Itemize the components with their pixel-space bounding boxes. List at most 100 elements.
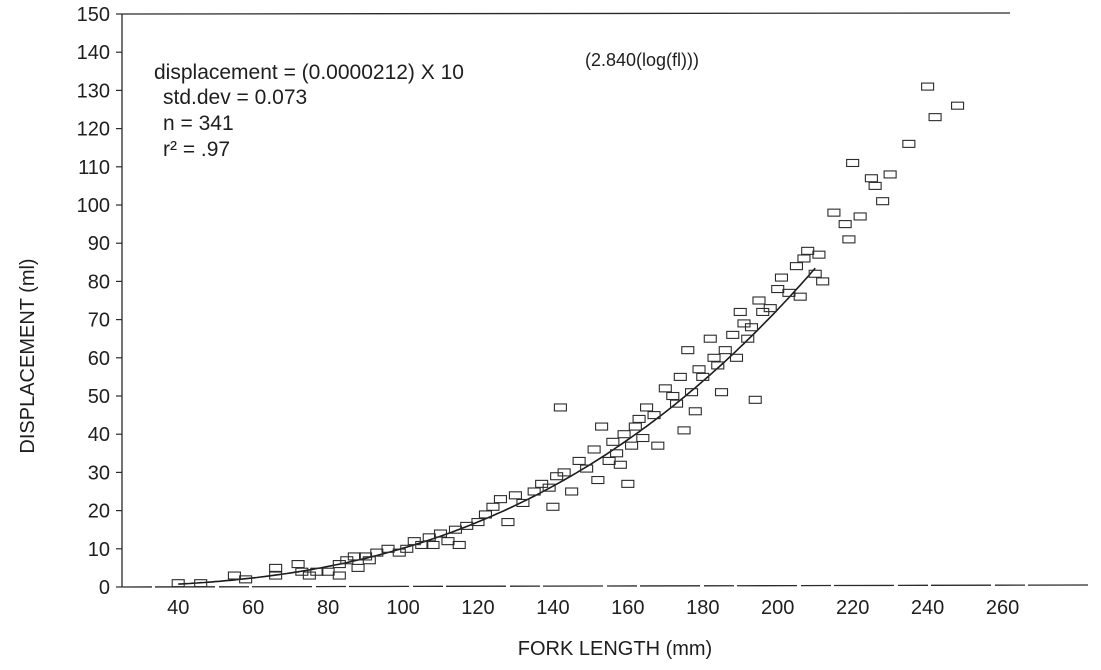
x-tick-label: 260 [986,597,1019,619]
data-point [628,422,642,431]
data-point [853,212,867,221]
data-point [400,544,414,553]
data-point [868,181,882,190]
x-tick-label: 40 [167,597,189,619]
data-point [726,330,740,339]
x-tick-label: 220 [836,597,869,619]
data-point [452,540,466,550]
std-dev-annotation: std.dev = 0.073 [163,86,307,109]
y-tick-label: 110 [78,157,110,179]
data-point [647,411,661,420]
y-tick-label: 140 [77,42,110,64]
y-tick-label: 90 [88,233,110,255]
y-tick-label: 50 [88,386,110,408]
data-point [565,487,579,496]
data-point [171,579,185,588]
r-squared-annotation: r² = .97 [163,138,230,161]
data-point [269,563,283,572]
data-point [239,575,253,584]
data-point [291,560,305,569]
data-point [610,449,624,458]
x-tick-label: 240 [911,597,944,619]
regression-curve [178,267,816,585]
data-point [636,433,650,443]
equation-exponent: (2.840(log(fl))) [585,50,699,70]
data-point [625,441,639,450]
data-point [542,483,556,492]
y-tick-label: 70 [88,310,110,332]
data-point [696,372,710,381]
data-point [741,334,755,343]
data-point [744,323,759,332]
y-tick-label: 0 [99,577,110,599]
data-point [362,556,376,565]
data-point [478,510,493,519]
data-point [433,529,448,538]
data-point [516,498,530,508]
y-tick-label: 80 [88,271,110,293]
data-point [692,365,706,374]
data-point [269,571,283,580]
x-tick-label: 60 [242,597,264,619]
equation-main: displacement = (0.0000212) X 10 [154,61,464,84]
y-tick-label: 130 [77,80,110,102]
data-point [774,273,789,282]
data-point [827,208,841,217]
data-point [441,537,455,546]
data-point [527,487,541,496]
data-point [591,475,605,485]
data-point [486,502,500,511]
data-point [677,426,691,435]
data-point [632,414,646,423]
data-point [928,113,942,122]
data-point [688,407,702,416]
data-point [557,468,571,477]
data-point [553,403,567,412]
data-point [816,277,830,286]
data-point [748,395,762,404]
data-point [684,388,699,397]
data-point [587,445,601,454]
data-point [613,460,627,469]
data-point [714,388,729,397]
y-tick-label: 10 [88,539,110,561]
data-point [842,235,856,244]
data-point [876,197,890,206]
data-point [602,456,616,465]
y-tick-label: 120 [77,119,110,141]
data-point [606,437,620,446]
data-point [921,82,935,91]
x-tick-label: 120 [461,597,494,619]
data-point [621,479,635,488]
y-tick-label: 100 [77,195,110,217]
data-point [227,571,241,580]
x-axis-label: FORK LENGTH (mm) [518,638,712,660]
data-point [501,518,515,527]
data-point [493,495,507,504]
data-point [310,567,324,576]
data-point [580,464,594,473]
data-point [617,430,631,439]
data-point [508,491,522,500]
data-point [640,403,654,412]
data-point [793,292,807,301]
x-tick-label: 140 [536,597,569,619]
data-point [669,399,684,408]
y-tick-label: 40 [88,424,110,446]
data-point [846,158,860,168]
data-point [771,284,785,294]
x-tick-label: 200 [761,597,794,619]
y-tick-label: 20 [88,501,110,523]
data-point [572,456,586,465]
data-point [321,567,335,576]
data-point [797,254,811,263]
y-axis-ticks: 0 10 20 30 40 50 60 70 80 90 100 110 120 130 140 150 [77,4,122,599]
data-point [426,540,440,550]
x-axis-line [121,584,1091,588]
data-point [951,101,965,110]
data-point [415,540,429,550]
data-point [808,269,822,278]
data-point [651,441,665,450]
data-point [729,353,744,362]
data-point [718,346,732,355]
